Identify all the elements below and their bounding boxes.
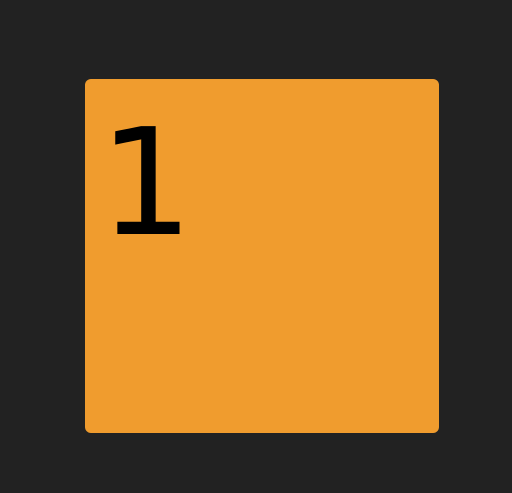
number-tile[interactable]: 1: [85, 79, 439, 433]
tile-number: 1: [99, 97, 194, 269]
